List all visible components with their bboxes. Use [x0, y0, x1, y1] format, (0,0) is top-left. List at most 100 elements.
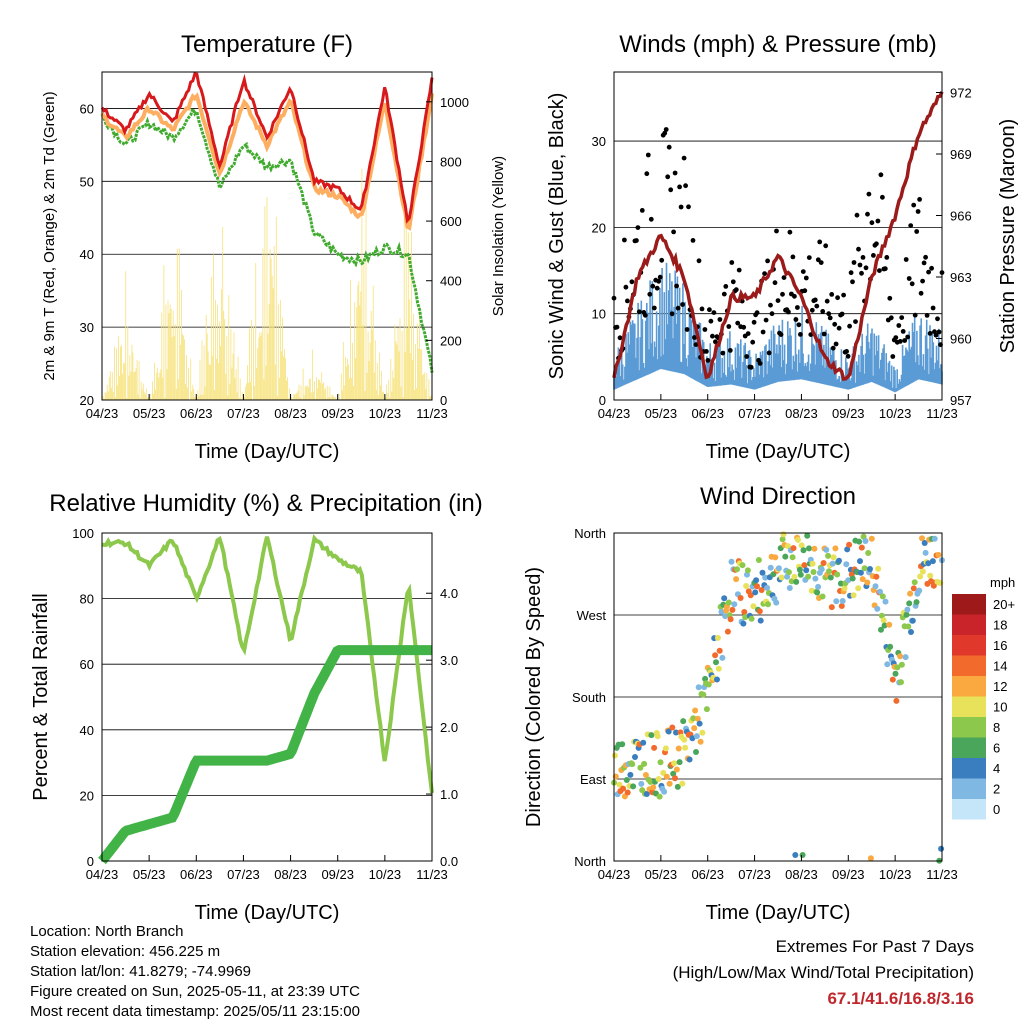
gust-point [665, 174, 671, 180]
direction-point [811, 545, 818, 552]
humidity-xtick-label: 11/23 [416, 867, 448, 882]
direction-ytick-label: South [572, 690, 606, 705]
direction-point [878, 612, 885, 619]
direction-point [630, 783, 637, 790]
direction-point [660, 769, 667, 776]
gust-point [642, 312, 648, 318]
gust-point [705, 358, 711, 363]
direction-point [809, 560, 816, 567]
gust-point [775, 298, 781, 303]
gust-point [854, 212, 860, 218]
direction-point [805, 573, 812, 580]
winds-xtick-label: 10/23 [879, 406, 912, 421]
gust-point [896, 323, 902, 328]
gust-point [696, 258, 702, 264]
gust-point [768, 302, 773, 308]
gust-point [629, 279, 635, 285]
gust-point [678, 204, 684, 210]
gust-point [820, 309, 826, 314]
temperature-xtick-label: 04/23 [86, 406, 119, 421]
direction-xtick-label: 10/23 [879, 867, 912, 882]
temperature-ylabel: 2m & 9m T (Red, Orange) & 2m Td (Green) [41, 91, 58, 380]
solar-insolation-line [102, 168, 432, 400]
direction-point [910, 585, 917, 592]
gust-point [905, 334, 911, 340]
direction-point [674, 783, 681, 790]
station-elevation: Station elevation: 456.225 m [30, 943, 221, 960]
direction-point [759, 569, 766, 576]
direction-point [632, 754, 638, 760]
gust-point [844, 349, 849, 354]
direction-point [864, 579, 871, 586]
direction-point [810, 569, 817, 575]
gust-point [622, 237, 627, 243]
direction-point [743, 583, 750, 589]
gust-point [914, 229, 920, 234]
gust-point [832, 321, 838, 327]
direction-point [702, 675, 709, 682]
gust-point [923, 254, 928, 260]
direction-point [655, 776, 662, 782]
gust-point [748, 364, 754, 370]
speed-legend-label: 2 [993, 782, 1000, 797]
direction-point [806, 545, 812, 552]
figure-created: Figure created on Sun, 2025-05-11, at 23… [30, 983, 360, 1000]
direction-point [714, 676, 720, 683]
direction-point [764, 584, 771, 591]
gust-point [674, 283, 679, 289]
humidity-ytick-label: 60 [80, 657, 94, 672]
direction-point [700, 691, 707, 698]
direction-point [830, 554, 837, 561]
gust-point [726, 324, 732, 329]
gust-point [833, 341, 839, 347]
rainfall-line [98, 645, 432, 865]
gust-point [774, 228, 779, 234]
direction-point [907, 590, 914, 597]
gust-point [702, 327, 708, 332]
winds-xtick-label: 07/23 [738, 406, 771, 421]
direction-point [779, 536, 786, 543]
gust-point [860, 255, 866, 260]
direction-point [611, 752, 618, 759]
temperature-axes: 04/23 05/23 06/23 07/23 08/23 09/23 10/23 11/23… [80, 95, 469, 421]
gust-point [720, 350, 726, 356]
gust-point [662, 130, 668, 136]
gust-point [817, 239, 823, 245]
direction-point [790, 545, 797, 552]
direction-point [721, 595, 728, 602]
temperature-xtick-label: 11/23 [416, 406, 448, 421]
direction-point [857, 569, 864, 576]
direction-point [705, 681, 712, 688]
gust-point [936, 329, 942, 335]
direction-point [676, 759, 683, 766]
direction-point [756, 608, 763, 615]
gust-point [657, 274, 663, 280]
direction-point [868, 535, 875, 542]
direction-point [861, 565, 868, 572]
direction-point [845, 577, 852, 584]
direction-point [673, 766, 680, 773]
speed-legend-swatch [952, 696, 986, 717]
direction-point [643, 791, 650, 797]
direction-point [747, 592, 754, 599]
gust-point [744, 354, 750, 359]
direction-point [727, 616, 734, 623]
direction-point [838, 603, 845, 609]
direction-point [740, 620, 747, 627]
direction-point [694, 715, 701, 722]
direction-point [856, 538, 863, 545]
direction-point [836, 557, 842, 564]
direction-point [889, 676, 896, 683]
humidity-y2tick-label: 3.0 [440, 653, 458, 668]
gust-point [727, 348, 733, 353]
direction-point [758, 587, 765, 593]
humidity-xtick-label: 04/23 [86, 867, 119, 882]
gust-point [793, 317, 799, 322]
direction-point [671, 760, 678, 767]
direction-point [916, 587, 923, 594]
temperature-plot-frame [101, 71, 433, 401]
gust-point [636, 309, 642, 315]
direction-point [642, 772, 649, 778]
direction-point [670, 770, 677, 777]
gust-point [711, 310, 717, 315]
